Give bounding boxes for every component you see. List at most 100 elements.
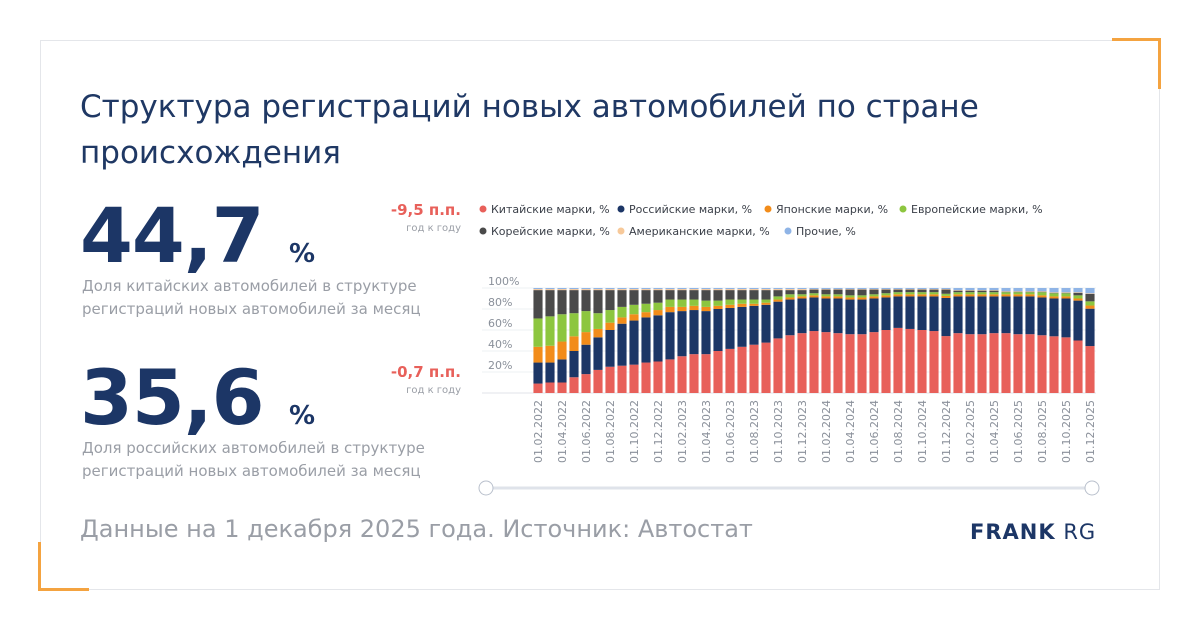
- description-line: регистраций новых автомобилей за месяц: [82, 462, 421, 480]
- bar-segment: [593, 313, 603, 329]
- bar-segment: [905, 288, 915, 290]
- scroll-handle[interactable]: [1084, 480, 1100, 496]
- bar-segment: [605, 322, 615, 330]
- bar-segment: [773, 338, 783, 393]
- x-tick-label: 01.12.2025: [1084, 400, 1097, 463]
- bar-segment: [653, 361, 663, 393]
- bar-segment: [845, 295, 855, 298]
- bar-segment: [989, 290, 999, 293]
- bar-segment: [593, 369, 603, 393]
- bar-segment: [569, 288, 579, 290]
- bar-segment: [749, 289, 759, 291]
- bar-segment: [1085, 288, 1095, 294]
- bar-segment: [953, 294, 963, 297]
- bar-segment: [713, 309, 723, 351]
- stat-value: 35,6 %: [80, 358, 315, 456]
- scroll-handle[interactable]: [478, 480, 494, 496]
- footer-source: Данные на 1 декабря 2025 года. Источник:…: [80, 515, 753, 543]
- bar-segment: [545, 289, 555, 291]
- legend-marker: [617, 205, 625, 213]
- bar-segment: [833, 289, 843, 290]
- bar-segment: [653, 288, 663, 290]
- bar-segment: [665, 290, 675, 300]
- bar-segment: [929, 288, 939, 290]
- bar-segment: [905, 289, 915, 293]
- bar-segment: [665, 289, 675, 291]
- bar-segment: [893, 289, 903, 293]
- bar-segment: [881, 289, 891, 294]
- bar-segment: [1037, 288, 1047, 292]
- bar-segment: [617, 317, 627, 324]
- legend-marker: [479, 227, 487, 235]
- bar-segment: [941, 297, 951, 337]
- bar-segment: [617, 289, 627, 291]
- x-tick-label: 01.02.2022: [532, 400, 545, 463]
- bar-segment: [1001, 294, 1011, 297]
- bar-segment: [821, 332, 831, 393]
- bar-segment: [785, 289, 795, 291]
- bar-segment: [869, 288, 879, 290]
- bar-segment: [989, 296, 999, 334]
- bar-segment: [1073, 288, 1083, 293]
- bar-segment: [881, 330, 891, 393]
- bar-segment: [737, 306, 747, 347]
- x-tick-label: 01.08.2024: [892, 400, 905, 463]
- bar-segment: [569, 377, 579, 393]
- x-tick-label: 01.10.2022: [628, 400, 641, 463]
- bar-segment: [689, 289, 699, 291]
- bar-segment: [725, 290, 735, 300]
- bar-segment: [1037, 295, 1047, 298]
- bar-segment: [653, 290, 663, 303]
- bar-segment: [1085, 301, 1095, 306]
- bar-segment: [605, 366, 615, 393]
- bar-segment: [1013, 294, 1023, 297]
- bar-segment: [917, 296, 927, 330]
- bar-segment: [893, 292, 903, 295]
- bar-segment: [1049, 292, 1059, 293]
- bar-segment: [677, 289, 687, 291]
- bar-segment: [953, 290, 963, 293]
- bar-segment: [725, 307, 735, 349]
- bar-segment: [749, 344, 759, 393]
- bar-segment: [701, 300, 711, 307]
- bar-segment: [629, 364, 639, 393]
- bar-segment: [881, 289, 891, 290]
- bar-segment: [953, 292, 963, 295]
- bar-segment: [965, 294, 975, 297]
- title-line: происхождения: [80, 135, 341, 171]
- bar-segment: [977, 292, 987, 295]
- bar-segment: [677, 306, 687, 312]
- bar-segment: [545, 345, 555, 363]
- stat-change-note: год к году: [406, 385, 461, 396]
- bar-segment: [797, 288, 807, 290]
- bar-segment: [905, 294, 915, 297]
- bar-segment: [761, 289, 771, 291]
- bar-segment: [773, 290, 783, 297]
- stat-unit: %: [288, 239, 315, 269]
- bar-segment: [1061, 296, 1071, 299]
- bar-segment: [785, 299, 795, 336]
- bar-segment: [821, 288, 831, 290]
- legend-marker: [899, 205, 907, 213]
- bar-segment: [1025, 291, 1035, 293]
- legend-marker: [617, 227, 625, 235]
- bar-segment: [1013, 288, 1023, 292]
- bar-segment: [1037, 291, 1047, 292]
- bar-segment: [1049, 288, 1059, 293]
- logo-light: RG: [1063, 520, 1097, 544]
- stat-description: Доля китайских автомобилей в структуре р…: [82, 275, 421, 321]
- bar-segment: [677, 356, 687, 393]
- bar-segment: [809, 289, 819, 290]
- bar-segment: [605, 290, 615, 311]
- bar-segment: [869, 289, 879, 290]
- bar-segment: [1001, 296, 1011, 334]
- bar-segment: [701, 290, 711, 301]
- bar-segment: [1049, 292, 1059, 294]
- bar-segment: [1073, 340, 1083, 393]
- bar-segment: [1073, 292, 1083, 293]
- x-tick-label: 01.02.2025: [964, 400, 977, 463]
- bar-segment: [893, 327, 903, 393]
- x-tick-label: 01.04.2022: [556, 400, 569, 463]
